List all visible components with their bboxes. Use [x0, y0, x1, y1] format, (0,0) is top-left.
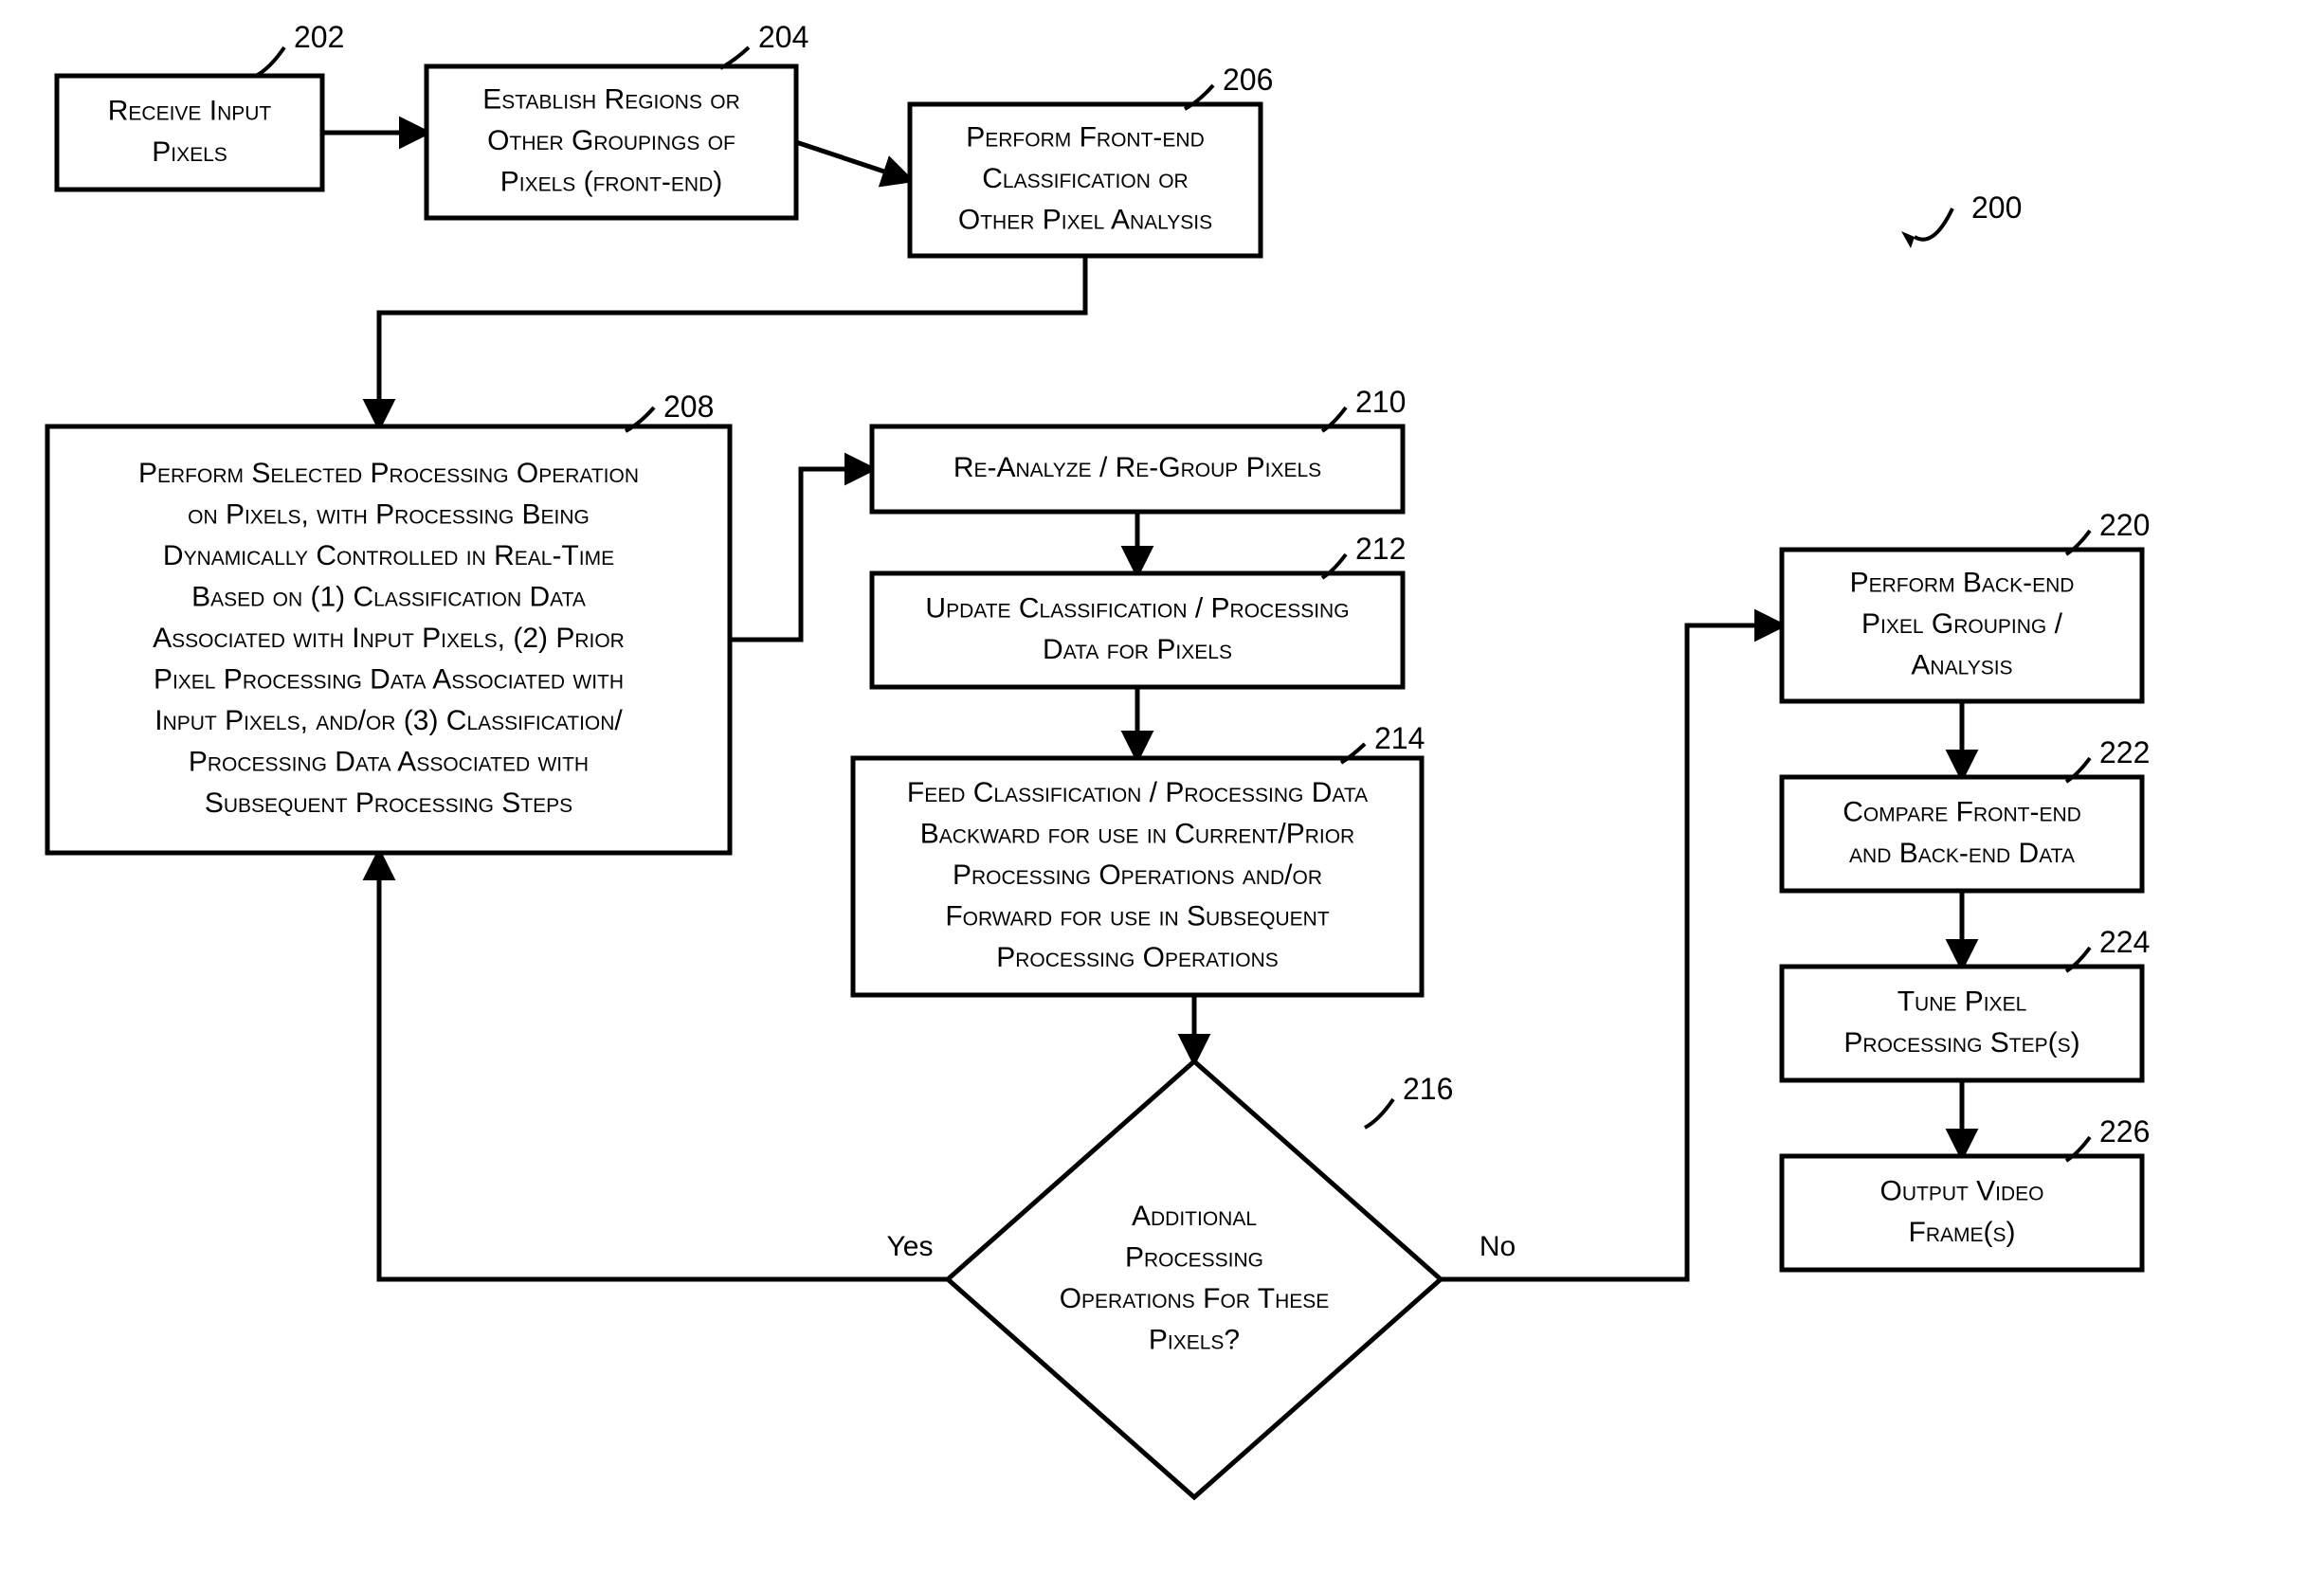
- ref-number: 204: [758, 20, 808, 54]
- edge-label: Yes: [887, 1231, 934, 1262]
- ref-number: 208: [663, 389, 714, 424]
- node-n204: Establish Regions orOther Groupings ofPi…: [427, 20, 808, 218]
- edge: [1441, 625, 1782, 1279]
- node-label: Perform Front-endClassification orOther …: [958, 121, 1212, 235]
- figure-ref-arrowhead: [1901, 231, 1915, 248]
- node-n206: Perform Front-endClassification orOther …: [910, 63, 1273, 256]
- node-n214: Feed Classification / Processing DataBac…: [853, 721, 1425, 995]
- node-n222: Compare Front-endand Back-end Data222: [1782, 735, 2150, 891]
- nodes-layer: Receive InputPixels202 Establish Regions …: [47, 20, 2150, 1497]
- node-n226: Output VideoFrame(s)226: [1782, 1114, 2150, 1270]
- ref-number: 226: [2099, 1114, 2150, 1149]
- node-n216: AdditionalProcessingOperations For These…: [948, 1061, 1453, 1497]
- node-n224: Tune PixelProcessing Step(s)224: [1782, 925, 2150, 1080]
- flowchart-canvas: Yes No Receive InputPixels202 Establish Reg…: [0, 0, 2324, 1574]
- ref-number: 214: [1374, 721, 1425, 755]
- ref-number: 202: [294, 20, 344, 54]
- ref-hook: [256, 47, 284, 76]
- figure-ref-number: 200: [1971, 190, 2022, 225]
- node-n208: Perform Selected Processing Operationon …: [47, 389, 730, 853]
- ref-number: 222: [2099, 735, 2150, 769]
- edge: [796, 142, 910, 180]
- ref-number: 220: [2099, 508, 2150, 542]
- ref-number: 212: [1355, 532, 1406, 566]
- node-label: Re-Analyze / Re-Group Pixels: [953, 452, 1321, 483]
- edge-label: No: [1480, 1231, 1516, 1262]
- node-n220: Perform Back-endPixel Grouping /Analysis…: [1782, 508, 2150, 701]
- ref-number: 210: [1355, 385, 1406, 419]
- node-n202: Receive InputPixels202: [57, 20, 344, 190]
- ref-number: 216: [1403, 1072, 1453, 1106]
- node-label: Perform Selected Processing Operationon …: [138, 458, 639, 819]
- node-label: Establish Regions orOther Groupings ofPi…: [482, 83, 740, 197]
- edge: [379, 256, 1085, 426]
- ref-hook: [1365, 1099, 1393, 1128]
- node-n210: Re-Analyze / Re-Group Pixels 210: [872, 385, 1406, 512]
- figure-ref-hook: [1915, 208, 1952, 240]
- ref-number: 224: [2099, 925, 2150, 959]
- ref-number: 206: [1223, 63, 1273, 97]
- edge: [730, 469, 872, 640]
